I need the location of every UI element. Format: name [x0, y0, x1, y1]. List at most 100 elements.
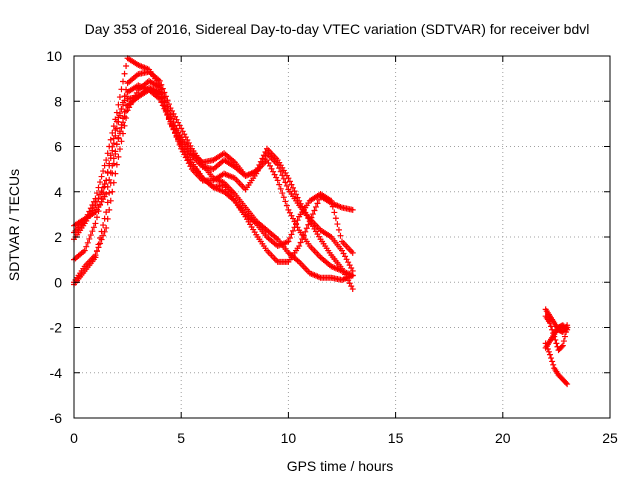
data-point [89, 228, 96, 235]
data-point [334, 221, 341, 228]
data-point [349, 286, 356, 293]
y-axis-label: SDTVAR / TECUs [6, 169, 22, 281]
data-point [97, 234, 104, 241]
data-point [314, 200, 321, 207]
data-point [294, 217, 301, 224]
data-point [302, 228, 309, 235]
grid-lines [74, 56, 610, 418]
data-point [106, 189, 113, 196]
data-point [296, 243, 303, 250]
data-point [349, 206, 356, 213]
data-point [563, 325, 570, 332]
data-point [107, 152, 114, 159]
data-point [84, 239, 91, 246]
data-point [283, 202, 290, 209]
data-point [109, 188, 116, 195]
data-point [329, 203, 336, 210]
x-tick-label: 10 [281, 430, 297, 446]
x-tick-label: 0 [70, 430, 78, 446]
data-point [115, 114, 122, 121]
y-tick-label: 10 [46, 48, 62, 64]
data-point [546, 319, 553, 326]
data-point [285, 238, 292, 245]
data-point [121, 97, 128, 104]
data-point [161, 102, 168, 109]
data-point [309, 211, 316, 218]
data-point [90, 198, 97, 205]
data-point [331, 209, 338, 216]
data-point [328, 197, 335, 204]
data-point [312, 203, 319, 210]
data-point [118, 86, 125, 93]
data-point [564, 326, 571, 333]
data-point [332, 215, 339, 222]
x-tick-label: 25 [602, 430, 618, 446]
data-point [303, 225, 310, 232]
data-point [297, 239, 304, 246]
data-point [118, 138, 125, 145]
data-point [87, 232, 94, 239]
data-point [109, 143, 116, 150]
data-point [159, 98, 166, 105]
data-point [277, 168, 284, 175]
data-point [118, 106, 125, 113]
data-point [107, 197, 114, 204]
data-point [98, 228, 105, 235]
data-point [104, 183, 111, 190]
data-point [116, 110, 123, 117]
data-point [550, 361, 557, 368]
data-point [97, 191, 104, 198]
data-point [107, 136, 114, 143]
data-point [289, 184, 296, 191]
series-track-4 [71, 77, 356, 286]
data-point [558, 343, 565, 350]
data-point [106, 206, 113, 213]
data-point [306, 218, 313, 225]
data-point [288, 181, 295, 188]
data-point [104, 150, 111, 157]
x-axis-label: GPS time / hours [287, 458, 394, 474]
data-point [110, 155, 117, 162]
data-point [282, 179, 289, 186]
data-point [93, 214, 100, 221]
data-point [285, 175, 292, 182]
data-point [113, 109, 120, 116]
data-point [308, 214, 315, 221]
data-point [293, 220, 300, 227]
data-point [337, 232, 344, 239]
chart-title: Day 353 of 2016, Sidereal Day-to-day VTE… [85, 21, 590, 37]
data-point [123, 108, 130, 115]
data-point [112, 127, 119, 134]
y-tick-label: 2 [54, 229, 62, 245]
data-point [563, 379, 570, 386]
x-tick-label: 5 [177, 430, 185, 446]
data-point [115, 153, 122, 160]
data-point [92, 220, 99, 227]
data-point [115, 135, 122, 142]
data-point [113, 118, 120, 125]
data-point [291, 188, 298, 195]
data-point [311, 207, 318, 214]
data-point [100, 168, 107, 175]
data-point [282, 198, 289, 205]
data-point [97, 179, 104, 186]
data-points [71, 55, 571, 388]
data-point [545, 348, 552, 355]
data-point [156, 89, 163, 96]
data-point [109, 129, 116, 136]
data-point [113, 161, 120, 168]
data-point [81, 247, 88, 254]
data-point [276, 181, 283, 188]
data-point [104, 169, 111, 176]
data-point [120, 78, 127, 85]
data-point [103, 191, 110, 198]
y-tick-label: 0 [54, 274, 62, 290]
data-point [116, 94, 123, 101]
series-track-6 [71, 84, 356, 256]
series-track-2 [71, 55, 356, 279]
data-point [100, 189, 107, 196]
y-tick-label: 4 [54, 184, 62, 200]
data-point [101, 162, 108, 169]
y-tick-label: -2 [50, 320, 63, 336]
